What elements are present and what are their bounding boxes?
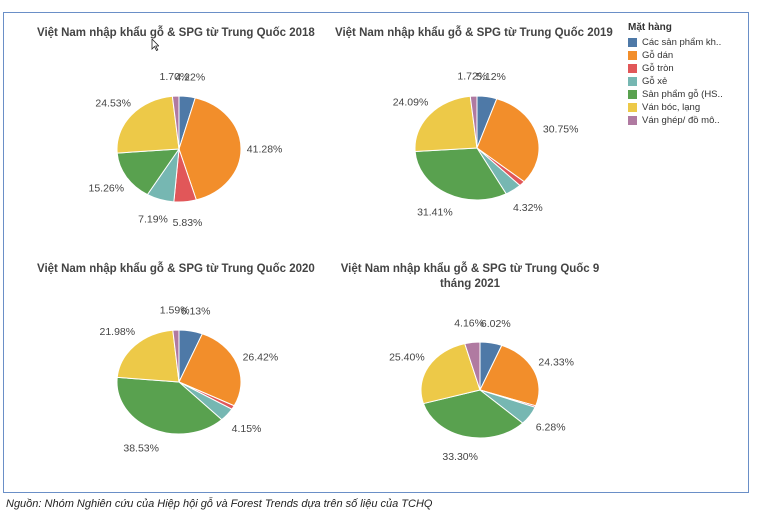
slice-data-label: 4.15%	[232, 423, 262, 435]
legend-item[interactable]: Ván ghép/ đồ mô..	[628, 114, 746, 127]
pie-chart-1: 5.12% 30.75% 4.32% 31.41% 24.09% 1.72%	[393, 70, 579, 218]
slice-data-label: 1.59%	[160, 304, 190, 316]
legend-label: Sản phẩm gỗ (HS..	[642, 89, 723, 100]
legend-label: Gỗ xẻ	[642, 76, 668, 87]
slice-data-label: 5.12%	[476, 71, 506, 83]
chart-title-2020: Việt Nam nhập khẩu gỗ & SPG từ Trung Quố…	[37, 263, 315, 275]
pie-slice[interactable]	[414, 147, 507, 201]
legend-label: Ván ghép/ đồ mô..	[642, 115, 720, 126]
pie-slice[interactable]	[172, 329, 180, 383]
slice-data-label: 1.72%	[457, 70, 487, 82]
slice-data-label: 6.28%	[536, 422, 566, 434]
slice-data-label: 5.83%	[173, 217, 203, 229]
pie-slice[interactable]	[116, 148, 181, 196]
legend-swatch	[628, 116, 637, 125]
chart-title-2019: Việt Nam nhập khẩu gỗ & SPG từ Trung Quố…	[335, 27, 613, 39]
legend-swatch	[628, 77, 637, 86]
slice-data-label: 6.02%	[481, 318, 511, 330]
pie-slice[interactable]	[422, 389, 524, 439]
pie-slice[interactable]	[178, 97, 242, 201]
chart-frame	[3, 12, 749, 493]
legend-item[interactable]: Các sản phẩm kh..	[628, 36, 746, 49]
pie-chart-0: 4.22% 41.28% 5.83% 7.19% 15.26% 24.53% 1.70%	[88, 71, 282, 229]
pie-slice[interactable]	[469, 95, 478, 149]
slice-data-label: 24.33%	[538, 357, 574, 369]
pie-slice[interactable]	[116, 329, 180, 383]
slice-data-label: 41.28%	[247, 143, 283, 155]
pie-slice[interactable]	[464, 341, 481, 391]
legend-swatch	[628, 103, 637, 112]
legend-item[interactable]: Ván bóc, lạng	[628, 101, 746, 114]
legend-item[interactable]: Gỗ dán	[628, 49, 746, 62]
slice-data-label: 24.53%	[95, 97, 131, 109]
slice-data-label: 25.40%	[389, 352, 425, 364]
slice-data-label: 4.16%	[454, 317, 484, 329]
slice-data-label: 6.13%	[181, 306, 211, 318]
slice-data-label: 38.53%	[123, 443, 159, 455]
chart-title-2018: Việt Nam nhập khẩu gỗ & SPG từ Trung Quố…	[37, 27, 315, 39]
legend-item[interactable]: Sản phẩm gỗ (HS..	[628, 88, 746, 101]
legend-swatch	[628, 64, 637, 73]
pie-slice[interactable]	[116, 376, 223, 435]
pie-slice[interactable]	[178, 333, 242, 407]
slice-data-label: 30.75%	[543, 124, 579, 136]
slice-data-label: 33.30%	[442, 451, 478, 463]
pie-slice[interactable]	[171, 95, 180, 150]
legend-label: Các sản phẩm kh..	[642, 37, 722, 48]
pie-slice[interactable]	[479, 344, 540, 407]
slice-data-label: 1.70%	[160, 71, 190, 83]
slice-data-label: 21.98%	[99, 326, 135, 338]
slice-data-label: 26.42%	[243, 352, 279, 364]
slice-data-label: 7.19%	[138, 214, 168, 226]
pie-slice[interactable]	[476, 98, 540, 183]
slice-data-label: 4.22%	[175, 72, 205, 84]
legend-swatch	[628, 51, 637, 60]
slice-data-label: 24.09%	[393, 96, 429, 108]
pie-slice[interactable]	[116, 95, 180, 154]
legend-item[interactable]: Gỗ tròn	[628, 62, 746, 75]
legend-label: Gỗ dán	[642, 50, 674, 61]
chart-title-2021: Việt Nam nhập khẩu gỗ & SPG từ Trung Quố…	[340, 263, 600, 290]
pie-slice[interactable]	[420, 343, 481, 405]
slice-data-label: 31.41%	[417, 207, 453, 219]
source-note: Nguồn: Nhóm Nghiên cứu của Hiệp hội gỗ v…	[6, 498, 433, 510]
pie-slice[interactable]	[414, 95, 478, 153]
slice-data-label: 4.32%	[513, 202, 543, 214]
legend-title: Mặt hàng	[628, 22, 672, 33]
pie-chart-2: 6.13% 26.42% 4.15% 38.53% 21.98% 1.59%	[99, 304, 278, 454]
legend-item[interactable]: Gỗ xẻ	[628, 75, 746, 88]
slice-data-label: 15.26%	[88, 183, 124, 195]
legend: Mặt hàng Các sản phẩm kh.. Gỗ dán Gỗ tròn G…	[628, 22, 746, 127]
mouse-cursor-icon	[151, 39, 159, 51]
legend-label: Gỗ tròn	[642, 63, 674, 74]
legend-label: Ván bóc, lạng	[642, 102, 701, 113]
pie-chart-3: 6.02% 24.33% 6.28% 33.30% 25.40% 4.16%	[389, 317, 574, 463]
legend-swatch	[628, 90, 637, 99]
legend-swatch	[628, 38, 637, 47]
